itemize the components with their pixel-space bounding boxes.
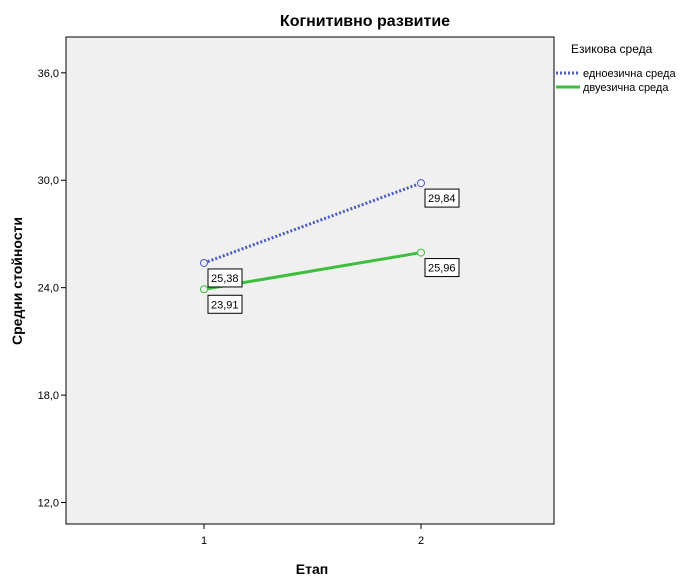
y-tick-label: 24,0 bbox=[38, 283, 59, 295]
x-tick-label: 1 bbox=[201, 535, 207, 547]
y-tick-label: 30,0 bbox=[38, 175, 59, 187]
y-tick-label: 36,0 bbox=[38, 68, 59, 80]
data-label-box bbox=[424, 258, 460, 278]
legend-title: Езикова среда bbox=[571, 42, 653, 56]
legend-label: двуезична среда bbox=[583, 82, 669, 94]
data-label: 25,38 bbox=[211, 273, 239, 285]
legend: Езикова среда едноезична среда двуезична … bbox=[556, 42, 676, 94]
y-axis-title: Средни стойности bbox=[9, 217, 25, 345]
data-label-box bbox=[424, 188, 460, 208]
data-label: 25,96 bbox=[428, 263, 456, 275]
series-line-1 bbox=[203, 181, 422, 265]
legend-items: едноезична среда двуезична среда bbox=[556, 68, 676, 94]
data-point bbox=[417, 179, 425, 188]
y-axis: 12,0 18,0 24,0 30,0 36,0 bbox=[38, 68, 66, 510]
chart-title: Когнитивно развитие bbox=[280, 13, 450, 30]
x-tick-label: 2 bbox=[418, 535, 424, 547]
legend-label: едноезична среда bbox=[583, 68, 676, 80]
x-axis-title: Етап bbox=[296, 561, 328, 577]
data-point bbox=[200, 285, 208, 294]
data-labels-layer: 25,38 29,84 23,91 25,96 bbox=[207, 188, 460, 314]
data-label: 29,84 bbox=[428, 193, 456, 205]
y-tick-label: 12,0 bbox=[38, 498, 59, 510]
data-point bbox=[200, 258, 208, 267]
plot-area bbox=[65, 36, 555, 525]
y-tick-label: 18,0 bbox=[38, 390, 59, 402]
data-label-box bbox=[207, 294, 243, 314]
data-label: 23,91 bbox=[211, 299, 239, 311]
data-point bbox=[417, 248, 425, 257]
data-label-box bbox=[207, 268, 243, 288]
